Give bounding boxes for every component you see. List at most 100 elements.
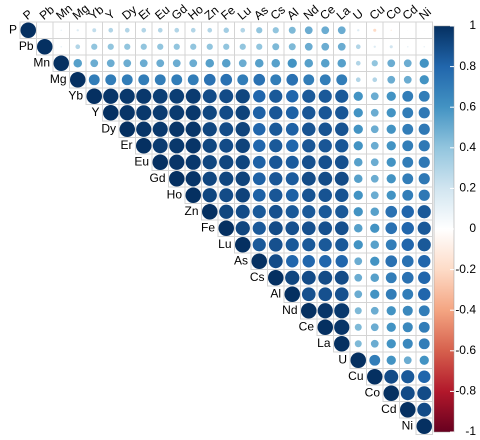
row-label: As xyxy=(234,253,248,267)
corr-circle xyxy=(172,59,181,68)
colorbar-tick-label: 0.2 xyxy=(459,181,476,195)
corr-circle xyxy=(235,122,250,137)
corr-circle xyxy=(335,139,349,153)
corr-circle xyxy=(285,172,299,186)
corr-circle xyxy=(185,138,201,154)
colorbar-tick-label: -1 xyxy=(465,424,476,438)
corr-circle xyxy=(252,238,266,252)
row-label: Dy xyxy=(101,121,116,135)
row-label: P xyxy=(9,22,17,36)
corr-circle xyxy=(288,26,296,34)
corr-circle xyxy=(44,29,46,31)
corr-circle xyxy=(138,74,150,86)
corr-circle xyxy=(219,204,234,219)
row-label: Yb xyxy=(68,88,83,102)
corr-circle xyxy=(301,287,316,302)
corr-circle xyxy=(402,322,413,333)
corr-circle xyxy=(256,27,263,34)
corr-circle xyxy=(370,125,379,134)
column-label: Al xyxy=(284,5,301,23)
corr-circle xyxy=(169,121,185,137)
row-label: Mg xyxy=(50,72,67,86)
column-label: As xyxy=(251,3,271,23)
corr-circle xyxy=(402,305,413,316)
column-label: Y xyxy=(103,7,118,23)
corr-circle xyxy=(173,43,180,50)
corr-circle xyxy=(285,270,300,285)
corr-circle xyxy=(419,355,429,365)
corr-circle xyxy=(402,123,414,135)
row-label: Y xyxy=(91,105,99,119)
corr-circle xyxy=(268,221,283,236)
corr-circle xyxy=(269,188,283,202)
corr-circle xyxy=(272,43,280,51)
corr-circle xyxy=(202,171,217,186)
corr-circle xyxy=(423,29,425,31)
corr-circle xyxy=(169,88,185,104)
corr-circle xyxy=(152,154,169,171)
corr-circle xyxy=(302,238,316,252)
corr-circle xyxy=(136,121,152,137)
corr-circle xyxy=(92,28,97,33)
corr-circle xyxy=(268,237,283,252)
corr-circle xyxy=(202,105,217,120)
corr-circle xyxy=(156,59,165,68)
corr-circle xyxy=(350,352,367,369)
corr-circle xyxy=(418,90,430,102)
corr-circle xyxy=(203,73,216,86)
corr-circle xyxy=(335,122,349,136)
corr-circle xyxy=(302,122,316,136)
corr-circle xyxy=(370,92,379,101)
corr-circle xyxy=(287,58,297,68)
corr-circle xyxy=(321,42,330,51)
corr-circle xyxy=(252,205,266,219)
corr-circle xyxy=(286,139,299,152)
row-label: Gd xyxy=(149,171,165,185)
corr-circle xyxy=(418,338,430,350)
corr-circle xyxy=(318,205,332,219)
corr-circle xyxy=(319,74,331,86)
corr-circle xyxy=(254,58,264,68)
corr-circle xyxy=(91,43,98,50)
corr-circle xyxy=(386,306,396,316)
corr-circle xyxy=(219,155,234,170)
corr-circle xyxy=(337,26,346,35)
corr-circle xyxy=(416,418,433,435)
corr-circle xyxy=(103,88,119,104)
corr-circle xyxy=(384,369,399,384)
corr-circle xyxy=(304,26,313,35)
corr-circle xyxy=(285,122,299,136)
corr-circle xyxy=(285,221,300,236)
corr-circle xyxy=(366,368,383,385)
corr-circle xyxy=(385,239,397,251)
cell xyxy=(415,417,433,435)
corr-circle xyxy=(252,155,266,169)
corr-circle xyxy=(286,90,299,103)
corr-circle xyxy=(119,121,136,138)
corr-circle xyxy=(418,288,431,301)
corr-circle xyxy=(418,107,430,119)
corr-circle xyxy=(387,59,396,68)
colorbar-tick-label: -0.6 xyxy=(455,343,476,357)
corr-circle xyxy=(354,340,362,348)
corr-circle xyxy=(417,238,431,252)
corr-circle xyxy=(385,222,398,235)
corr-circle xyxy=(353,223,363,233)
corr-circle xyxy=(370,207,380,217)
corr-circle xyxy=(220,73,233,86)
corr-circle xyxy=(370,256,380,266)
corr-circle xyxy=(418,140,430,152)
corr-circle xyxy=(53,55,70,72)
corr-circle xyxy=(169,105,185,121)
corr-circle xyxy=(235,204,250,219)
corr-circle xyxy=(370,289,380,299)
corr-circle xyxy=(285,106,299,120)
corr-circle xyxy=(354,323,362,331)
row-label: La xyxy=(317,336,331,350)
corr-circle xyxy=(152,138,168,154)
corr-circle xyxy=(418,305,430,317)
corr-circle xyxy=(302,255,315,268)
corr-circle xyxy=(353,124,363,134)
colorbar-tick-label: 0.4 xyxy=(459,140,476,154)
corr-circle xyxy=(201,203,218,220)
